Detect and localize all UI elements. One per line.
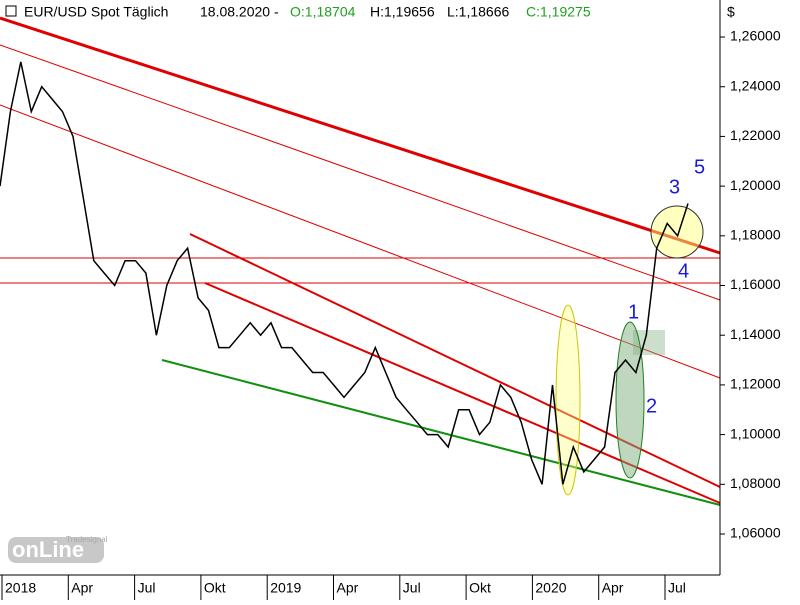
y-tick-label: 1,18000 bbox=[730, 227, 781, 243]
y-tick-label: 1,16000 bbox=[730, 276, 781, 292]
x-tick-label: Jul bbox=[403, 580, 421, 596]
x-tick-label: Okt bbox=[204, 580, 226, 596]
highlights bbox=[555, 205, 704, 496]
y-tick-label: 1,10000 bbox=[730, 425, 781, 441]
y-tick-label: 1,26000 bbox=[730, 28, 781, 44]
x-tick-label: Apr bbox=[337, 580, 359, 596]
close: C:1,19275 bbox=[526, 4, 591, 20]
trendlines bbox=[0, 16, 721, 506]
plot bbox=[0, 61, 689, 485]
price-line bbox=[0, 61, 689, 485]
y-tick-label: 1,06000 bbox=[730, 525, 781, 541]
wave-label: 4 bbox=[678, 260, 689, 282]
low: L:1,18666 bbox=[447, 4, 509, 20]
logo-box bbox=[8, 537, 104, 563]
x-tick-label: 2020 bbox=[535, 580, 566, 596]
wave-label: 3 bbox=[669, 176, 680, 198]
logo: onLine bbox=[12, 537, 84, 562]
logo-sub: Tradesignal bbox=[66, 535, 108, 544]
wave-label: 5 bbox=[694, 156, 705, 178]
title: EUR/USD Spot Täglich bbox=[24, 4, 168, 20]
x-tick-label: Jul bbox=[668, 580, 686, 596]
x-tick-label: Apr bbox=[71, 580, 93, 596]
y-tick-label: 1,12000 bbox=[730, 376, 781, 392]
x-tick-label: 2019 bbox=[270, 580, 301, 596]
x-tick-label: Jul bbox=[138, 580, 156, 596]
y-tick-label: 1,22000 bbox=[730, 127, 781, 143]
x-tick-label: Okt bbox=[469, 580, 491, 596]
y-tick-label: 1,24000 bbox=[730, 77, 781, 93]
y-tick-label: 1,14000 bbox=[730, 326, 781, 342]
wave-label: 1 bbox=[628, 301, 639, 323]
y-tick-label: 1,08000 bbox=[730, 475, 781, 491]
x-tick-label: Apr bbox=[602, 580, 624, 596]
y-tick-label: 1,20000 bbox=[730, 177, 781, 193]
x-tick-label: 2018 bbox=[5, 580, 36, 596]
open: O:1,18704 bbox=[290, 4, 356, 20]
checkbox[interactable] bbox=[5, 5, 17, 17]
high: H:1,19656 bbox=[370, 4, 435, 20]
date: 18.08.2020 - bbox=[200, 4, 279, 20]
unit: $ bbox=[727, 4, 735, 20]
wave-label: 2 bbox=[646, 395, 657, 417]
